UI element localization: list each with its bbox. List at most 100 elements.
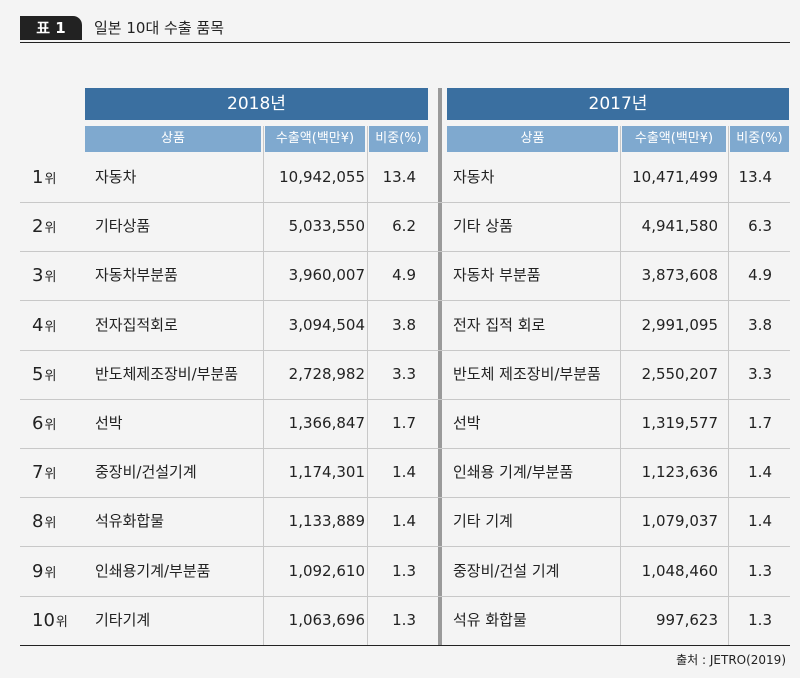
amount-2017-cell: 2,991,095	[641, 315, 718, 334]
amount-2017-cell: 1,048,460	[641, 561, 718, 580]
rank-number: 6	[32, 413, 44, 434]
rank-suffix: 위	[44, 467, 57, 483]
rank-cell: 8위	[32, 497, 82, 546]
product-2018-cell: 중장비/건설기계	[95, 463, 197, 482]
share-2018-cell: 3.3	[392, 364, 416, 383]
amount-2017-cell: 1,079,037	[641, 512, 718, 531]
share-2017-cell: 6.3	[748, 217, 772, 236]
product-2018-cell: 인쇄용기계/부분품	[95, 561, 211, 580]
share-2018-cell: 13.4	[382, 168, 416, 186]
rank-number: 1	[32, 167, 44, 188]
product-2017-cell: 자동차 부분품	[453, 266, 541, 285]
rank-cell: 1위	[32, 153, 82, 202]
column-separator	[263, 126, 264, 645]
rank-cell: 2위	[32, 202, 82, 251]
product-2017-cell: 석유 화합물	[453, 610, 527, 629]
product-2017-cell: 기타 기계	[453, 512, 513, 531]
rank-suffix: 위	[44, 565, 57, 581]
product-2018-cell: 선박	[95, 414, 123, 432]
column-separator	[728, 126, 729, 645]
rank-number: 7	[32, 462, 44, 484]
year-header-2017: 2017년	[447, 88, 789, 120]
share-2018-cell: 1.3	[392, 561, 416, 580]
amount-2017-cell: 4,941,580	[641, 217, 718, 236]
table-row: 8위 석유화합물 1,133,889 1.4 기타 기계 1,079,037 1.4	[20, 497, 790, 548]
amount-2018-cell: 1,133,889	[288, 512, 365, 531]
rank-suffix: 위	[44, 319, 57, 335]
rank-cell: 5위	[32, 350, 82, 399]
rank-number: 3	[32, 265, 44, 287]
rank-number: 8	[32, 511, 44, 533]
product-2018-cell: 자동차부분품	[95, 266, 178, 285]
product-2018-cell: 반도체제조장비/부분품	[95, 364, 239, 383]
product-2017-cell: 전자 집적 회로	[453, 315, 546, 334]
col-header-product-2018: 상품	[85, 126, 261, 152]
share-2017-cell: 1.7	[748, 414, 772, 432]
col-header-product-2017: 상품	[447, 126, 618, 152]
share-2018-cell: 6.2	[392, 217, 416, 236]
amount-2017-cell: 3,873,608	[641, 266, 718, 285]
table-title-bar: 표 1 일본 10대 수출 품목	[20, 16, 790, 43]
amount-2017-cell: 2,550,207	[641, 364, 718, 383]
share-2018-cell: 1.4	[392, 463, 416, 482]
table-row: 1위 자동차 10,942,055 13.4 자동차 10,471,499 13.4	[20, 153, 790, 203]
rank-suffix: 위	[44, 516, 57, 532]
amount-2017-cell: 1,123,636	[641, 463, 718, 482]
table-row: 7위 중장비/건설기계 1,174,301 1.4 인쇄용 기계/부분품 1,123,63…	[20, 448, 790, 499]
rank-suffix: 위	[44, 270, 57, 286]
year-header-2018: 2018년	[85, 88, 428, 120]
table-row: 4위 전자집적회로 3,094,504 3.8 전자 집적 회로 2,991,095 3.8	[20, 301, 790, 351]
source-note: 출처 : JETRO(2019)	[676, 653, 786, 667]
product-2017-cell: 중장비/건설 기계	[453, 561, 560, 580]
col-header-amount-2018: 수출액(백만¥)	[265, 126, 365, 152]
rank-cell: 9위	[32, 547, 82, 596]
rank-suffix: 위	[44, 221, 57, 237]
rank-suffix: 위	[44, 172, 57, 187]
rank-number: 2	[32, 216, 44, 238]
table-row: 3위 자동차부분품 3,960,007 4.9 자동차 부분품 3,873,608 4.9	[20, 251, 790, 302]
amount-2018-cell: 1,063,696	[288, 610, 365, 629]
share-2018-cell: 1.3	[392, 610, 416, 629]
amount-2018-cell: 5,033,550	[288, 217, 365, 236]
amount-2018-cell: 10,942,055	[279, 168, 365, 186]
rank-suffix: 위	[44, 368, 57, 384]
share-2017-cell: 1.4	[748, 512, 772, 531]
rank-cell: 3위	[32, 251, 82, 300]
share-2017-cell: 3.8	[748, 315, 772, 334]
share-2018-cell: 3.8	[392, 315, 416, 334]
share-2017-cell: 1.4	[748, 463, 772, 482]
amount-2018-cell: 3,960,007	[288, 266, 365, 285]
table-title: 일본 10대 수출 품목	[94, 19, 224, 37]
share-2017-cell: 13.4	[738, 168, 772, 186]
rank-number: 5	[32, 363, 44, 385]
share-2017-cell: 1.3	[748, 610, 772, 629]
col-header-share-2018: 비중(%)	[369, 126, 428, 152]
product-2018-cell: 전자집적회로	[95, 315, 178, 334]
share-2017-cell: 3.3	[748, 364, 772, 383]
table-row: 6위 선박 1,366,847 1.7 선박 1,319,577 1.7	[20, 399, 790, 449]
product-2018-cell: 자동차	[95, 168, 137, 186]
rank-cell: 10위	[32, 596, 82, 645]
product-2018-cell: 석유화합물	[95, 512, 165, 531]
table-row: 5위 반도체제조장비/부분품 2,728,982 3.3 반도체 제조장비/부분품 2,5…	[20, 350, 790, 400]
product-2017-cell: 인쇄용 기계/부분품	[453, 463, 574, 482]
rank-cell: 6위	[32, 399, 82, 448]
rank-cell: 4위	[32, 301, 82, 350]
rank-number: 10	[32, 609, 55, 631]
product-2017-cell: 자동차	[453, 168, 495, 186]
table-row: 9위 인쇄용기계/부분품 1,092,610 1.3 중장비/건설 기계 1,048,46…	[20, 547, 790, 597]
share-2017-cell: 4.9	[748, 266, 772, 285]
share-2017-cell: 1.3	[748, 561, 772, 580]
amount-2018-cell: 1,092,610	[288, 561, 365, 580]
column-separator	[620, 126, 621, 645]
table-row: 2위 기타상품 5,033,550 6.2 기타 상품 4,941,580 6.3	[20, 202, 790, 253]
product-2017-cell: 선박	[453, 414, 481, 432]
product-2018-cell: 기타기계	[95, 610, 151, 629]
share-2018-cell: 1.4	[392, 512, 416, 531]
share-2018-cell: 1.7	[392, 414, 416, 432]
amount-2017-cell: 997,623	[655, 610, 718, 629]
rank-number: 4	[32, 314, 44, 336]
rank-cell: 7위	[32, 448, 82, 497]
amount-2018-cell: 1,174,301	[288, 463, 365, 482]
table-row: 10위 기타기계 1,063,696 1.3 석유 화합물 997,623 1.3	[20, 596, 790, 646]
